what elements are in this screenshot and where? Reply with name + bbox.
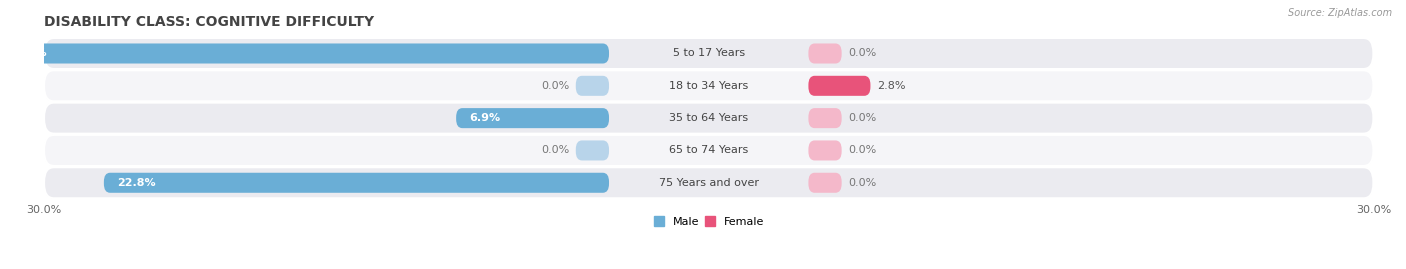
- Text: 0.0%: 0.0%: [848, 178, 876, 188]
- FancyBboxPatch shape: [44, 70, 1374, 101]
- Text: 6.9%: 6.9%: [470, 113, 501, 123]
- FancyBboxPatch shape: [576, 76, 609, 96]
- Text: 5 to 17 Years: 5 to 17 Years: [672, 48, 745, 58]
- Text: 0.0%: 0.0%: [541, 146, 569, 155]
- FancyBboxPatch shape: [808, 140, 842, 161]
- Text: 18 to 34 Years: 18 to 34 Years: [669, 81, 748, 91]
- Text: 65 to 74 Years: 65 to 74 Years: [669, 146, 748, 155]
- Text: 75 Years and over: 75 Years and over: [659, 178, 759, 188]
- Legend: Male, Female: Male, Female: [650, 212, 768, 231]
- Text: 27.7%: 27.7%: [8, 48, 48, 58]
- FancyBboxPatch shape: [44, 167, 1374, 198]
- FancyBboxPatch shape: [808, 76, 870, 96]
- FancyBboxPatch shape: [44, 38, 1374, 69]
- FancyBboxPatch shape: [104, 173, 609, 193]
- Text: DISABILITY CLASS: COGNITIVE DIFFICULTY: DISABILITY CLASS: COGNITIVE DIFFICULTY: [44, 15, 374, 29]
- FancyBboxPatch shape: [456, 108, 609, 128]
- Text: 0.0%: 0.0%: [541, 81, 569, 91]
- Text: 35 to 64 Years: 35 to 64 Years: [669, 113, 748, 123]
- FancyBboxPatch shape: [44, 102, 1374, 134]
- Text: 0.0%: 0.0%: [848, 48, 876, 58]
- Text: 22.8%: 22.8%: [117, 178, 156, 188]
- FancyBboxPatch shape: [808, 173, 842, 193]
- Text: 0.0%: 0.0%: [848, 113, 876, 123]
- Text: Source: ZipAtlas.com: Source: ZipAtlas.com: [1288, 8, 1392, 18]
- Text: 0.0%: 0.0%: [848, 146, 876, 155]
- FancyBboxPatch shape: [0, 44, 609, 63]
- FancyBboxPatch shape: [808, 108, 842, 128]
- FancyBboxPatch shape: [576, 140, 609, 161]
- Text: 2.8%: 2.8%: [877, 81, 905, 91]
- FancyBboxPatch shape: [44, 135, 1374, 166]
- FancyBboxPatch shape: [808, 44, 842, 63]
